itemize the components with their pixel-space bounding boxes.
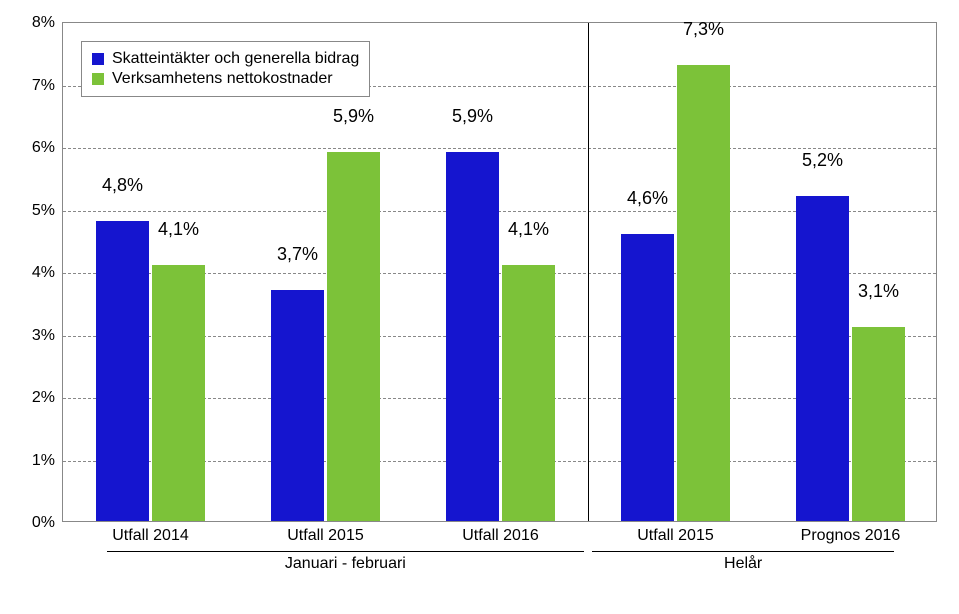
legend-swatch	[92, 53, 104, 65]
y-axis-tick-label: 1%	[32, 452, 63, 470]
x-axis-tick-label: Utfall 2014	[112, 521, 189, 545]
y-axis-tick-label: 4%	[32, 264, 63, 282]
bar-value-label: 4,1%	[158, 219, 199, 242]
bar	[502, 265, 555, 521]
y-axis-tick-label: 0%	[32, 514, 63, 532]
gridline	[63, 148, 936, 149]
bar	[271, 290, 324, 521]
legend: Skatteintäkter och generella bidrag Verks…	[81, 41, 370, 97]
bar-value-label: 3,7%	[277, 244, 318, 267]
x-axis-tick-label: Utfall 2016	[462, 521, 539, 545]
plot-area: 0%1%2%3%4%5%6%7%8%Utfall 20144,8%4,1%Utf…	[62, 22, 937, 522]
bar-value-label: 4,8%	[102, 175, 143, 198]
legend-swatch	[92, 73, 104, 85]
bar	[327, 152, 380, 521]
y-axis-tick-label: 8%	[32, 14, 63, 32]
bar-value-label: 3,1%	[858, 281, 899, 304]
bar-value-label: 4,6%	[627, 188, 668, 211]
x-axis-tick-label: Utfall 2015	[637, 521, 714, 545]
section-underline	[592, 551, 894, 552]
section-divider	[588, 23, 589, 521]
section-label: Helår	[724, 555, 762, 573]
bar-value-label: 5,9%	[452, 106, 493, 129]
bar-value-label: 5,9%	[333, 106, 374, 129]
bar	[446, 152, 499, 521]
bar	[796, 196, 849, 521]
bar	[152, 265, 205, 521]
y-axis-tick-label: 3%	[32, 327, 63, 345]
y-axis-tick-label: 6%	[32, 139, 63, 157]
y-axis-tick-label: 5%	[32, 202, 63, 220]
legend-item: Verksamhetens nettokostnader	[92, 70, 359, 88]
legend-item: Skatteintäkter och generella bidrag	[92, 50, 359, 68]
section-label: Januari - februari	[285, 555, 406, 573]
bar-value-label: 7,3%	[683, 19, 724, 42]
section-underline	[107, 551, 584, 552]
bar	[96, 221, 149, 521]
chart-container: 0% 1% 2% 3% 4% 5% 6% 7% 8% Utfall 2014 4,8% 4,1% Utf…	[0, 0, 959, 614]
legend-label: Skatteintäkter och generella bidrag	[112, 50, 359, 68]
bar-value-label: 5,2%	[802, 150, 843, 173]
legend-label: Verksamhetens nettokostnader	[112, 70, 333, 88]
bar	[852, 327, 905, 521]
y-axis-tick-label: 2%	[32, 389, 63, 407]
bar-value-label: 4,1%	[508, 219, 549, 242]
bar	[677, 65, 730, 521]
x-axis-tick-label: Prognos 2016	[801, 521, 901, 545]
y-axis-tick-label: 7%	[32, 77, 63, 95]
x-axis-tick-label: Utfall 2015	[287, 521, 364, 545]
bar	[621, 234, 674, 522]
